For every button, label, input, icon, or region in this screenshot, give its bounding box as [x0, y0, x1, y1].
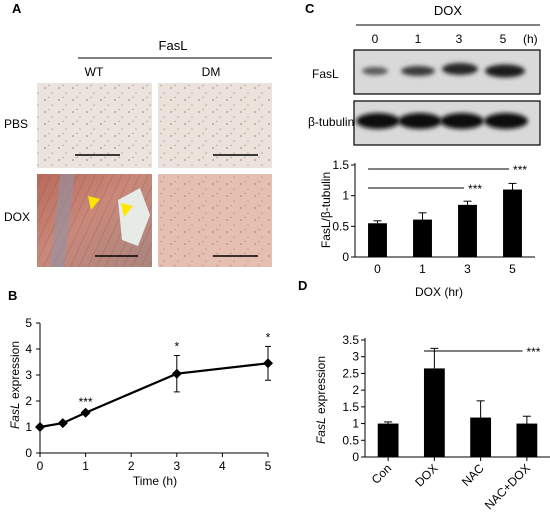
data-point	[35, 422, 45, 432]
y-tick-label: 0	[342, 250, 349, 264]
band	[401, 66, 435, 76]
y-tick-label: 4	[25, 342, 32, 356]
lane-label-5: 5	[500, 32, 507, 46]
y-tick-label: 1	[352, 417, 359, 431]
blot-label-tubulin: β-tubulin	[308, 115, 354, 129]
y-tick-label: 5	[25, 316, 32, 330]
x-tick-label: DOX	[412, 461, 440, 489]
y-tick-label: 0.5	[342, 433, 359, 447]
data-point	[80, 407, 91, 418]
bar	[377, 423, 399, 457]
y-tick-label: 2.5	[342, 366, 359, 380]
x-tick-label: 1	[82, 459, 89, 473]
panel-c: C DOX 0 1 3 5 (h) FasL β-tubulin FasL/β-…	[305, 1, 541, 299]
blot-label-fasl: FasL	[312, 67, 339, 81]
micrograph-wt-dox	[37, 174, 152, 267]
band	[362, 67, 388, 75]
lane-label-1: 1	[415, 32, 422, 46]
y-tick-label: 1	[25, 420, 32, 434]
col-label-wt: WT	[85, 65, 104, 79]
significance-label: ***	[513, 163, 527, 177]
panel-c-treatment-label: DOX	[434, 3, 463, 18]
band	[356, 113, 400, 129]
micrograph-dm-pbs	[158, 83, 272, 168]
panel-b-letter: B	[8, 288, 17, 303]
x-tick-label: 3	[464, 262, 471, 276]
panel-c-xlabel: DOX (hr)	[415, 285, 463, 299]
panel-d: D FasL expression 0 0.5 1 1.5 2 2.5 3 3.5 Con DOX…	[298, 278, 550, 512]
micrograph-dm-dox	[158, 174, 272, 267]
arrowhead-icon	[121, 203, 133, 217]
row-label-pbs: PBS	[4, 117, 28, 131]
panel-b-ylabel: FasL expression	[8, 341, 22, 429]
bar	[503, 189, 522, 257]
x-tick-label: NAC+DOX	[482, 461, 533, 512]
y-tick-label: 0.5	[332, 219, 349, 233]
x-tick-label: 1	[419, 262, 426, 276]
panel-c-ylabel: FasL/β-tubulin	[319, 172, 333, 248]
data-point	[57, 418, 68, 429]
bar	[458, 204, 477, 257]
y-tick-label: 0	[352, 450, 359, 464]
x-tick-label: 0	[374, 262, 381, 276]
bar	[516, 423, 538, 457]
micrograph-wt-pbs	[37, 83, 152, 168]
row-label-dox: DOX	[4, 210, 30, 224]
y-tick-label: 2	[352, 383, 359, 397]
x-tick-label: 0	[37, 459, 44, 473]
x-tick-label: Con	[369, 461, 394, 486]
series-line	[39, 362, 269, 429]
x-tick-label: 3	[173, 459, 180, 473]
bar	[470, 417, 492, 457]
band	[485, 64, 525, 78]
y-tick-label: 1	[342, 189, 349, 203]
y-tick-label: 2	[25, 394, 32, 408]
y-tick-label: 1.5	[332, 158, 349, 172]
bar	[423, 368, 445, 457]
col-label-dm: DM	[202, 65, 221, 79]
arrowhead-icon	[88, 196, 100, 210]
y-tick-label: 3	[25, 368, 32, 382]
bar	[413, 219, 432, 257]
bar	[368, 223, 387, 257]
significance-label: ***	[526, 345, 540, 359]
panel-c-letter: C	[305, 1, 315, 16]
lane-unit-label: (h)	[523, 32, 538, 46]
panel-b-xlabel: Time (h)	[133, 474, 177, 488]
panel-a-header: FasL	[159, 38, 188, 53]
y-tick-label: 3.5	[342, 333, 359, 347]
blot-fasl	[353, 49, 541, 95]
x-tick-label: 5	[509, 262, 516, 276]
data-point	[263, 358, 273, 369]
significance-label: *	[174, 340, 179, 354]
x-tick-label: 2	[128, 459, 135, 473]
y-tick-label: 0	[25, 446, 32, 460]
panel-b: B FasL expression Time (h) 0 1 2 3 4 5 0 1 2 3 4 5 *…	[8, 288, 273, 488]
y-tick-label: 3	[352, 350, 359, 364]
blot-tubulin	[353, 100, 541, 146]
panel-d-ylabel: FasL expression	[314, 356, 328, 444]
x-tick-label: 4	[219, 459, 226, 473]
significance-label: ***	[79, 395, 93, 409]
y-tick-label: 1.5	[342, 400, 359, 414]
band	[398, 113, 442, 129]
panel-a-letter: A	[12, 1, 22, 16]
lane-label-0: 0	[372, 32, 379, 46]
significance-label: ***	[468, 182, 482, 196]
band	[484, 113, 528, 129]
x-tick-label: NAC	[459, 461, 487, 489]
significance-label: *	[266, 330, 271, 344]
band	[440, 113, 484, 129]
panel-a: A FasL WT DM PBS DOX	[4, 1, 272, 267]
data-point	[171, 368, 182, 379]
x-tick-label: 5	[265, 459, 272, 473]
panel-d-letter: D	[298, 278, 307, 293]
chart-c: 0 0.5 1 1.5 0 1 3 5 *** ***	[332, 158, 535, 276]
band	[442, 63, 478, 75]
lane-label-3: 3	[456, 32, 463, 46]
